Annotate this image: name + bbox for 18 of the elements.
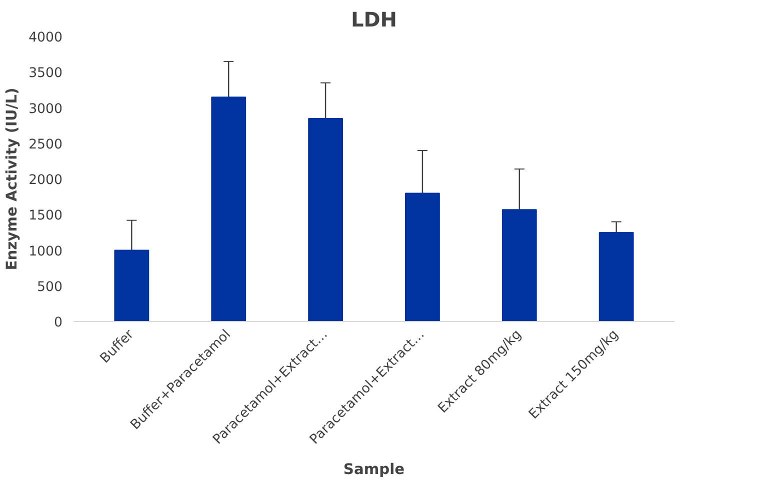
bar (502, 209, 537, 322)
y-tick-label: 3500 (28, 66, 63, 82)
bar (598, 232, 634, 322)
bar (308, 118, 343, 322)
y-tick-label: 2000 (28, 173, 63, 188)
y-tick-label: 1000 (28, 244, 63, 260)
chart-title: LDH (350, 8, 398, 32)
y-tick-label: 0 (54, 316, 63, 330)
y-tick-label: 4000 (28, 30, 63, 46)
bar (114, 250, 150, 322)
bar (405, 192, 440, 322)
y-tick-label: 500 (37, 280, 63, 295)
x-axis-title: Sample (343, 460, 405, 478)
bar (211, 96, 246, 322)
y-tick-label: 1500 (28, 208, 63, 224)
y-axis-title: Enzyme Activity (IU/L) (4, 88, 21, 270)
y-tick-label: 3000 (28, 102, 63, 117)
y-tick-label: 2500 (28, 137, 63, 152)
